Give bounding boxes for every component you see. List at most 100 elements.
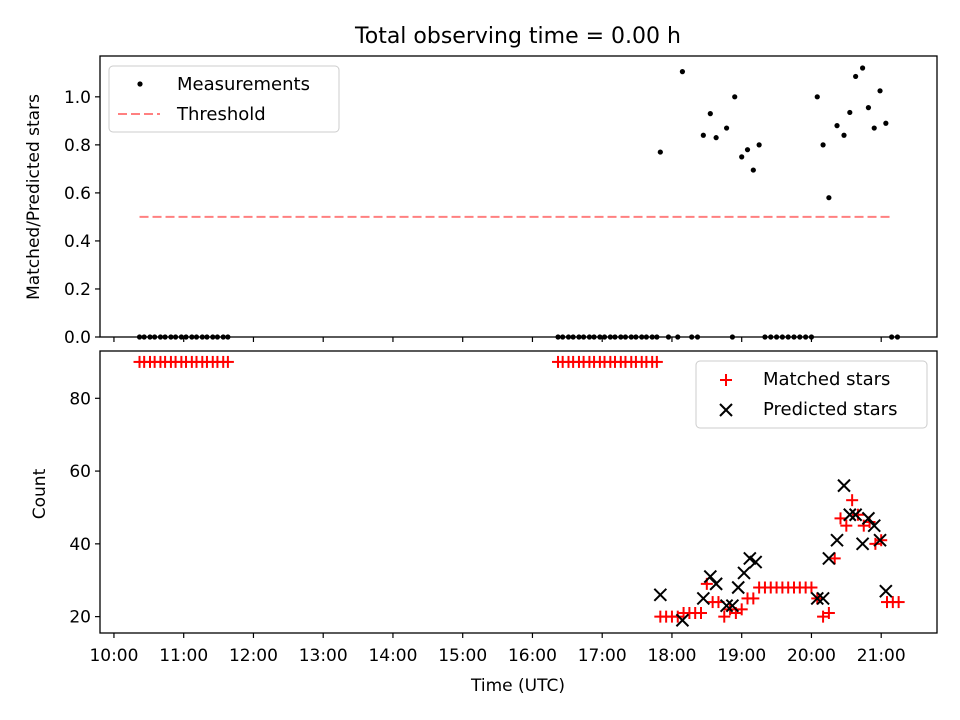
matched-star-point: [650, 355, 663, 368]
measurement-point: [883, 120, 889, 126]
matched-star-point: [822, 606, 835, 619]
measurement-point: [707, 111, 713, 117]
top-y-tick-label: 0.2: [64, 280, 91, 300]
predicted-star-point: [843, 508, 857, 522]
matched-star-point: [805, 581, 818, 594]
measurement-point: [700, 132, 706, 138]
measurement-point: [865, 105, 872, 111]
measurement-point: [820, 142, 826, 148]
measurement-point: [826, 195, 832, 201]
predicted-star-point: [703, 569, 718, 584]
predicted-star-point: [737, 566, 751, 580]
legend-measurements-marker: [137, 81, 143, 87]
top-y-tick-label: 0.6: [64, 184, 91, 204]
matched-star-point: [695, 606, 708, 619]
x-tick-label: 12:00: [229, 646, 278, 666]
predicted-star-point: [743, 551, 757, 566]
measurement-point: [871, 125, 877, 131]
x-tick-label: 15:00: [438, 646, 487, 666]
x-axis-label: Time (UTC): [470, 676, 565, 696]
legend-measurements-label: Measurements: [177, 74, 310, 95]
top-y-tick-label: 0.0: [64, 328, 91, 348]
top-legend: Measurements Threshold: [108, 65, 340, 133]
top-axes-frame: [99, 55, 938, 338]
predicted-star-point: [719, 599, 734, 613]
x-tick-label: 14:00: [368, 646, 417, 666]
bottom-y-ticks: 20 40 60 80: [69, 389, 100, 628]
predicted-star-point: [867, 518, 881, 533]
measurement-point: [723, 125, 730, 131]
matched-star-point: [846, 494, 859, 507]
bottom-legend-box: [695, 360, 928, 429]
top-legend-box: [108, 65, 340, 133]
measurement-point: [853, 73, 859, 80]
predicted-star-point: [731, 580, 745, 595]
measurement-point: [744, 147, 751, 153]
legend-matched-marker: [720, 374, 732, 386]
matched-star-point: [892, 596, 905, 609]
bottom-y-tick-label: 40: [69, 535, 91, 555]
matched-star-point: [851, 508, 864, 521]
predicted-star-point: [822, 551, 836, 566]
top-y-axis-label: Matched/Predicted stars: [24, 94, 44, 300]
bottom-y-tick-label: 80: [69, 389, 91, 409]
bottom-axes-frame: [99, 350, 938, 634]
matched-star-point: [840, 519, 853, 532]
top-y-tick-label: 1.0: [64, 88, 91, 108]
x-tick-label: 10:00: [89, 646, 138, 666]
matched-star-point: [718, 610, 731, 623]
predicted-star-point: [748, 555, 763, 569]
top-y-tick-label: 0.8: [64, 136, 91, 156]
predicted-star-point: [861, 511, 876, 526]
predicted-star-point: [725, 599, 740, 613]
bottom-y-tick-label: 20: [69, 608, 91, 628]
predicted-star-point: [810, 591, 824, 606]
top-x-ticks: [113, 337, 882, 342]
predicted-star-point: [709, 577, 723, 591]
measurement-point: [713, 135, 719, 141]
predicted-star-point: [848, 508, 863, 522]
x-tick-label: 21:00: [857, 646, 906, 666]
legend-predicted-label: Predicted stars: [763, 399, 897, 420]
predicted-star-point: [653, 588, 668, 602]
measurement-point: [750, 167, 756, 173]
measurement-point: [814, 94, 820, 100]
bottom-series-layer: [133, 355, 905, 627]
measurement-point: [834, 123, 840, 129]
predicted-star-point: [675, 613, 690, 627]
bottom-legend: Matched stars Predicted stars: [695, 360, 928, 429]
predicted-star-point: [837, 478, 851, 493]
matched-star-point: [747, 592, 760, 605]
top-y-ticks: 0.0 0.2 0.4 0.6 0.8 1.0: [64, 88, 100, 348]
predicted-star-point: [873, 533, 887, 547]
figure-title: Total observing time = 0.00 h: [354, 24, 681, 49]
x-tick-label: 11:00: [159, 646, 208, 666]
x-tick-label: 16:00: [508, 646, 557, 666]
measurement-point: [877, 88, 883, 94]
predicted-star-point: [855, 537, 870, 551]
matched-star-point: [828, 552, 841, 565]
predicted-star-point: [816, 591, 830, 606]
matched-star-point: [834, 512, 847, 525]
matched-star-point: [221, 355, 234, 368]
legend-threshold-label: Threshold: [176, 104, 266, 125]
predicted-star-point: [696, 591, 711, 606]
bottom-y-axis-label: Count: [30, 468, 50, 519]
top-panel: 0.0 0.2 0.4 0.6 0.8 1.0 Matched/Predicted sta…: [24, 55, 938, 348]
x-tick-label: 17:00: [578, 646, 627, 666]
x-tick-label: 20:00: [787, 646, 836, 666]
legend-predicted-marker: [719, 403, 733, 417]
measurement-point: [679, 69, 686, 75]
x-tick-label: 18:00: [647, 646, 696, 666]
bottom-x-ticks: 10:00 11:00 12:00 13:00 14:00 15:00 16:00 17:00…: [89, 633, 906, 666]
measurement-point: [860, 65, 866, 71]
bottom-y-tick-label: 60: [69, 462, 91, 482]
x-tick-label: 13:00: [299, 646, 348, 666]
measurement-point: [732, 94, 738, 100]
measurement-point: [756, 142, 762, 148]
predicted-star-point: [830, 533, 844, 547]
measurement-point: [657, 149, 663, 155]
x-tick-label: 19:00: [717, 646, 766, 666]
